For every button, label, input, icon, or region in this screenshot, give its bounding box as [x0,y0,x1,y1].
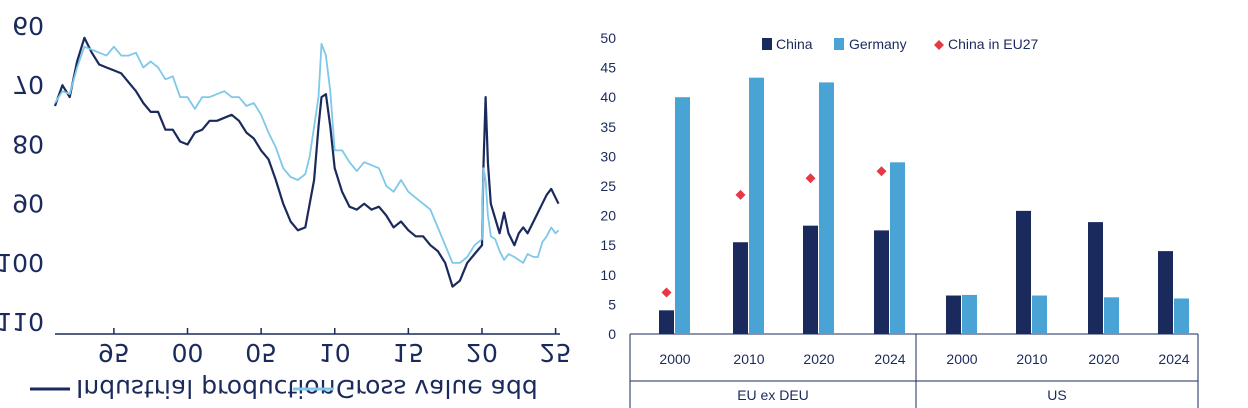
right-y-tick-label: 5 [608,296,616,312]
left-x-tick-label: 95 [98,338,130,367]
marker-china-in-eu27 [876,166,887,177]
right-group-label: EU ex DEU [737,387,809,403]
bar-china [946,295,961,334]
right-x-category-label: 2020 [1088,351,1119,367]
right-group-label: US [1047,387,1066,403]
right-y-tick-label: 50 [600,30,616,46]
bar-germany [819,82,834,335]
bar-germany [675,97,690,334]
right-x-category-label: 2024 [874,351,905,367]
right-x-category-label: 2000 [946,351,977,367]
left-legend: Industrial production Gross value add [30,374,538,403]
bar-china [803,225,818,334]
legend-label-china: China [776,36,813,52]
left-x-tick-label: 25 [540,338,572,367]
left-x-tick-label: 05 [245,338,277,367]
left-series-line-0 [53,36,560,288]
left-x-tick-label: 15 [392,338,424,367]
bar-china [733,242,748,334]
left-axes: 60 70 80 90 100 110 95 00 05 10 15 20 25 [0,11,571,367]
left-y-tick-label: 80 [12,129,44,158]
bar-china [1088,222,1103,334]
bar-germany [1174,298,1189,334]
marker-china-in-eu27 [805,173,816,184]
left-line-chart: 60 70 80 90 100 110 95 00 05 10 15 20 25 Industrial … [0,11,571,403]
legend-swatch-germany [834,38,844,50]
right-y-tick-label: 30 [600,148,616,164]
bar-china [659,310,674,334]
legend-marker-china-in-eu27 [934,40,944,50]
right-axes: 0 5 10 15 20 25 30 35 40 45 50 2000 2010 2020 2024 2000… [600,30,1199,408]
bar-germany [1032,295,1047,334]
marker-china-in-eu27 [735,189,746,200]
left-legend-label-gva: Gross value add [336,374,538,403]
bar-china [874,230,889,334]
left-y-tick-label: 60 [12,11,44,40]
legend-label-china-in-eu27: China in EU27 [948,36,1038,52]
bar-china [1158,251,1173,334]
left-y-tick-label: 70 [12,70,44,99]
legend-label-germany: Germany [849,36,907,52]
left-x-tick-label: 20 [466,338,498,367]
marker-china-in-eu27 [661,287,672,298]
left-y-tick-label: 90 [12,189,44,218]
right-legend: China Germany China in EU27 [762,36,1038,52]
right-y-tick-label: 20 [600,208,616,224]
bar-china [1016,210,1031,334]
left-y-tick-label: 110 [0,307,44,336]
right-x-category-label: 2000 [659,351,690,367]
right-y-tick-label: 25 [600,178,616,194]
right-x-category-label: 2024 [1158,351,1189,367]
legend-swatch-china [762,38,772,50]
left-x-tick-label: 10 [319,338,351,367]
right-y-tick-label: 45 [600,60,616,76]
right-y-tick-label: 0 [608,326,616,342]
right-y-tick-label: 10 [600,267,616,283]
right-x-category-label: 2020 [803,351,834,367]
right-y-tick-label: 40 [600,89,616,105]
bar-germany [749,77,764,334]
right-bars-group [659,77,1189,335]
left-legend-label-industrial: Industrial production [76,374,335,403]
left-x-tick-label: 00 [172,338,204,367]
left-series-group [53,36,560,288]
bar-germany [962,294,977,334]
right-x-category-label: 2010 [1016,351,1047,367]
bar-germany [890,162,905,334]
left-y-tick-label: 100 [0,248,44,277]
bar-germany [1104,297,1119,334]
right-y-tick-label: 35 [600,119,616,135]
right-y-tick-label: 15 [600,237,616,253]
left-series-line-1 [54,42,560,264]
right-x-category-label: 2010 [733,351,764,367]
